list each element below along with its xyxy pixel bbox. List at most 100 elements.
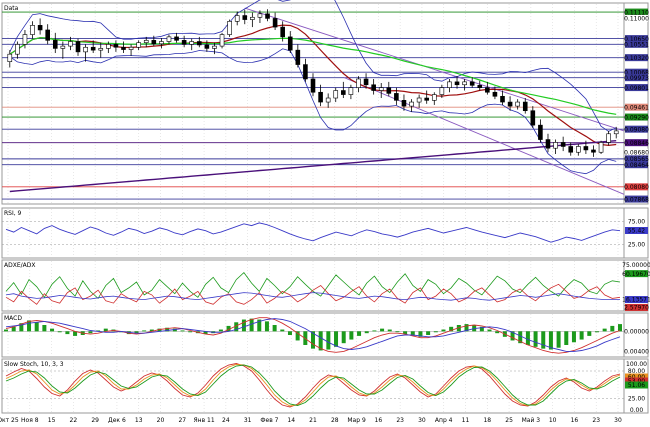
macd-histogram-bar [357, 331, 362, 336]
candle-body [469, 81, 475, 86]
x-tick-label: 25 [505, 417, 513, 424]
candle-body [318, 91, 323, 103]
x-tick-label: 11 [462, 417, 470, 424]
macd-histogram-bar [456, 325, 461, 332]
macd-histogram-bar [57, 331, 62, 333]
candle-body [60, 45, 66, 49]
macd-line [5, 318, 621, 352]
x-tick-label: Янв 11 [193, 417, 214, 424]
x-tick-label: 20 [157, 417, 165, 424]
candle-body [30, 25, 35, 35]
x-tick-label: 24 [222, 417, 230, 424]
level-tag-label: 0.09080 [624, 126, 649, 133]
candle-body [204, 44, 210, 49]
macd-histogram-bar [610, 325, 615, 332]
macd-histogram-bar [556, 331, 561, 348]
x-tick-label: Фев 7 [260, 417, 278, 424]
macd-histogram-bar [249, 318, 254, 332]
macd-histogram-bar [441, 329, 446, 332]
candle-body [447, 81, 452, 88]
candle-body [22, 34, 28, 45]
candle-body [212, 45, 217, 49]
macd-histogram-bar [264, 321, 269, 332]
candle-body [538, 124, 543, 140]
level-tag [625, 54, 648, 62]
candle-body [492, 91, 498, 97]
stoch-value-tag [625, 381, 648, 389]
macd-histogram-bar [19, 323, 24, 332]
candle-body [462, 81, 467, 86]
x-tick-label: 27 [178, 417, 186, 424]
candle-body [485, 87, 490, 93]
adx-level-label: 16.13571 [622, 297, 650, 304]
macd-histogram-bar [495, 331, 500, 334]
level-tag [625, 139, 648, 147]
candle-body [90, 46, 96, 51]
x-tick-label: Апр 4 [435, 417, 453, 424]
macd-line [5, 317, 621, 354]
candle-body [265, 13, 270, 19]
macd-histogram-bar [4, 329, 8, 332]
macd-histogram-bar [318, 331, 323, 351]
candle-body [143, 40, 149, 43]
candle-body [272, 18, 278, 28]
macd-histogram-bar [334, 331, 339, 347]
level-tag-label: 0.10320 [624, 55, 649, 62]
candle-body [613, 130, 619, 135]
candle-body [477, 85, 483, 88]
candle-body [598, 142, 604, 153]
macd-histogram-bar [311, 331, 315, 349]
macd-histogram-bar [387, 329, 392, 332]
macd-histogram-bar [103, 328, 108, 332]
x-tick-label: 23 [396, 417, 404, 424]
macd-level-label: 0.00400 [624, 349, 649, 356]
stoch-level-label: 25.00 [628, 396, 645, 403]
candle-body [553, 142, 558, 149]
macd-histogram-bar [96, 330, 101, 332]
candle-body [166, 36, 172, 42]
macd-histogram-bar [226, 325, 231, 332]
candle-body [606, 133, 611, 143]
trend-channel-lower [343, 76, 625, 195]
level-tag [625, 40, 648, 48]
level-tag-label: 0.11000 [624, 16, 649, 23]
candle-body [371, 84, 376, 91]
level-tag [625, 35, 648, 43]
candle-body [401, 100, 407, 107]
level-tag-label: 0.08846 [624, 140, 649, 147]
panel-title-price: Data [4, 5, 19, 12]
candle-body [7, 53, 13, 62]
level-tag [625, 161, 648, 169]
candle-body [106, 44, 111, 49]
macd-histogram-bar [241, 319, 246, 332]
macd-histogram-bar [295, 331, 300, 341]
candle-body [219, 34, 225, 47]
candle-body [128, 46, 134, 50]
candle-body [363, 78, 369, 86]
macd-histogram-bar [234, 322, 239, 332]
candle-body [409, 101, 414, 107]
bollinger-lower [9, 48, 617, 175]
candle-body [530, 110, 536, 126]
macd-histogram-bar [433, 331, 438, 333]
panel-title-stoch: Slow Stoch, 10, 3, 3 [4, 361, 64, 368]
x-tick-label: 21 [309, 417, 317, 424]
macd-histogram-bar [27, 320, 32, 332]
level-tag-label: 0.11110 [624, 9, 649, 16]
level-tag-label: 0.10551 [624, 42, 649, 49]
x-tick-label: Мар 9 [347, 417, 366, 424]
macd-histogram-bar [364, 331, 369, 334]
candle-body [378, 87, 384, 91]
level-tag [625, 74, 648, 82]
candle-body [181, 40, 187, 45]
candle-body [333, 90, 339, 99]
candle-body [341, 90, 346, 95]
candle-body [325, 97, 331, 103]
candle-body [75, 41, 81, 53]
macd-histogram-bar [403, 331, 408, 335]
level-tag-label: 0.08565 [624, 156, 649, 163]
candle-body [242, 15, 248, 20]
macd-histogram-bar [287, 331, 292, 335]
macd-histogram-bar [525, 331, 530, 345]
level-tag [625, 148, 648, 156]
